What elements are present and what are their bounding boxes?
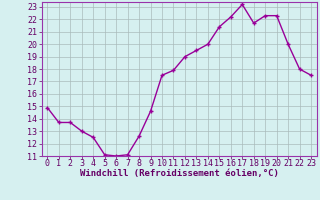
- X-axis label: Windchill (Refroidissement éolien,°C): Windchill (Refroidissement éolien,°C): [80, 169, 279, 178]
